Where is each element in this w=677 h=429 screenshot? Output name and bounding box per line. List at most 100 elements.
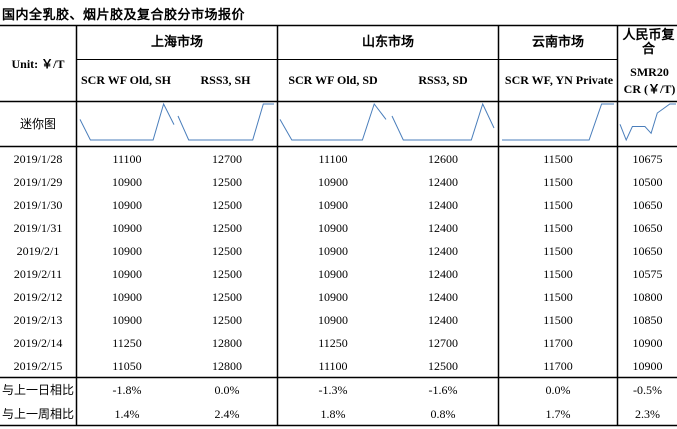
table-cell: 10650 bbox=[632, 220, 663, 235]
table-cell: 12400 bbox=[428, 220, 458, 235]
row-date: 2019/1/28 bbox=[13, 151, 63, 166]
table-cell: 11100 bbox=[318, 151, 348, 166]
sparkline bbox=[619, 103, 676, 142]
column-header: SMR20 CR (￥/T) bbox=[623, 64, 676, 96]
table-cell: 10800 bbox=[632, 289, 663, 304]
table-cell: 12400 bbox=[428, 243, 458, 258]
change-cell: 0.0% bbox=[545, 383, 571, 397]
change-cell: 1.8% bbox=[320, 407, 346, 421]
table-cell: 12500 bbox=[212, 243, 242, 258]
row-date: 2019/2/14 bbox=[13, 335, 63, 350]
table-cell: 12400 bbox=[428, 266, 458, 281]
table-cell: 10900 bbox=[112, 266, 142, 281]
change-cell: -1.8% bbox=[112, 383, 142, 397]
table-cell: 12400 bbox=[428, 312, 458, 327]
change-cell: 2.3% bbox=[635, 407, 660, 421]
table-cell: 11250 bbox=[318, 335, 348, 350]
table-cell: 11500 bbox=[543, 197, 573, 212]
table-cell: 10900 bbox=[318, 289, 348, 304]
table-cell: 11250 bbox=[112, 335, 142, 350]
table-cell: 11700 bbox=[543, 358, 573, 373]
table-cell: 10675 bbox=[632, 151, 663, 166]
change-cell: -1.6% bbox=[428, 383, 458, 397]
change-cell: -1.3% bbox=[318, 383, 348, 397]
column-header: SCR WF Old, SH bbox=[80, 73, 172, 87]
sparkline bbox=[391, 102, 495, 141]
table-cell: 12500 bbox=[212, 312, 242, 327]
table-cell: 12700 bbox=[212, 151, 242, 166]
table-cell: 10900 bbox=[112, 312, 142, 327]
table-cell: 11500 bbox=[543, 266, 573, 281]
table-cell: 12500 bbox=[212, 266, 242, 281]
column-header: SCR WF Old, SD bbox=[288, 73, 378, 87]
sparkline-row-label: 迷你图 bbox=[19, 117, 56, 131]
row-date: 2019/1/30 bbox=[13, 197, 63, 212]
table-cell: 10900 bbox=[632, 335, 663, 350]
table-cell: 10900 bbox=[112, 174, 142, 189]
table-cell: 11050 bbox=[112, 358, 142, 373]
table-cell: 10900 bbox=[318, 220, 348, 235]
change-row-label: 与上一周相比 bbox=[1, 407, 74, 421]
table-cell: 12400 bbox=[428, 197, 458, 212]
sparkline-row bbox=[79, 102, 676, 142]
column-header: SCR WF, YN Private bbox=[504, 73, 614, 87]
change-cell: 0.0% bbox=[214, 383, 240, 397]
table-cell: 10850 bbox=[632, 312, 663, 327]
table-cell: 10650 bbox=[632, 197, 663, 212]
table-cell: 12400 bbox=[428, 289, 458, 304]
table-cell: 12800 bbox=[212, 335, 242, 350]
table-title: 国内全乳胶、烟片胶及复合胶分市场报价 bbox=[2, 8, 246, 23]
row-date: 2019/1/29 bbox=[13, 174, 63, 189]
table-cell: 11500 bbox=[543, 312, 573, 327]
table-cell: 10900 bbox=[318, 197, 348, 212]
change-cell: 1.4% bbox=[114, 407, 140, 421]
table-cell: 10900 bbox=[632, 358, 663, 373]
table-cell: 10900 bbox=[112, 243, 142, 258]
change-cell: 1.7% bbox=[545, 407, 571, 421]
table-cell: 10650 bbox=[632, 243, 663, 258]
table-cell: 10900 bbox=[112, 197, 142, 212]
sparkline bbox=[279, 102, 387, 141]
table-cell: 10900 bbox=[318, 266, 348, 281]
group-header-shanghai: 上海市场 bbox=[150, 34, 203, 50]
row-date: 2019/2/13 bbox=[13, 312, 63, 327]
row-date: 2019/2/11 bbox=[13, 266, 63, 281]
table-cell: 11500 bbox=[543, 151, 573, 166]
table-cell: 12500 bbox=[212, 220, 242, 235]
change-cell: -0.5% bbox=[633, 383, 662, 397]
table-cell: 10900 bbox=[112, 220, 142, 235]
row-date: 2019/2/1 bbox=[16, 243, 60, 258]
sparkline bbox=[502, 103, 614, 141]
group-header-rmb-composite: 人民币复合 bbox=[622, 27, 675, 57]
table-cell: 11500 bbox=[543, 243, 573, 258]
table-cell: 10900 bbox=[318, 174, 348, 189]
table-cell: 12400 bbox=[428, 174, 458, 189]
row-date: 2019/2/12 bbox=[13, 289, 63, 304]
column-header: RSS3, SD bbox=[418, 73, 468, 87]
table-cell: 11100 bbox=[112, 151, 142, 166]
table-cell: 11100 bbox=[318, 358, 348, 373]
table-cell: 10500 bbox=[632, 174, 663, 189]
table-cell: 12500 bbox=[212, 289, 242, 304]
table-cell: 11500 bbox=[543, 220, 573, 235]
row-date: 2019/1/31 bbox=[13, 220, 63, 235]
unit-label: Unit: ￥/T bbox=[11, 56, 65, 71]
table-cell: 10575 bbox=[632, 266, 663, 281]
table-cell: 10900 bbox=[318, 312, 348, 327]
sparkline bbox=[79, 102, 175, 141]
table-cell: 12500 bbox=[428, 358, 458, 373]
table-cell: 12800 bbox=[212, 358, 242, 373]
table-cell: 12700 bbox=[428, 335, 458, 350]
change-cell: 2.4% bbox=[214, 407, 240, 421]
table-cell: 11700 bbox=[543, 335, 573, 350]
table-cell: 12600 bbox=[428, 151, 458, 166]
change-row-label: 与上一日相比 bbox=[1, 383, 74, 397]
row-date: 2019/2/15 bbox=[13, 358, 63, 373]
table-cell: 12500 bbox=[212, 197, 242, 212]
table-cell: 10900 bbox=[112, 289, 142, 304]
group-header-yunnan: 云南市场 bbox=[531, 34, 584, 50]
change-cell: 0.8% bbox=[430, 407, 456, 421]
column-header: RSS3, SH bbox=[200, 73, 251, 87]
table-cell: 10900 bbox=[318, 243, 348, 258]
